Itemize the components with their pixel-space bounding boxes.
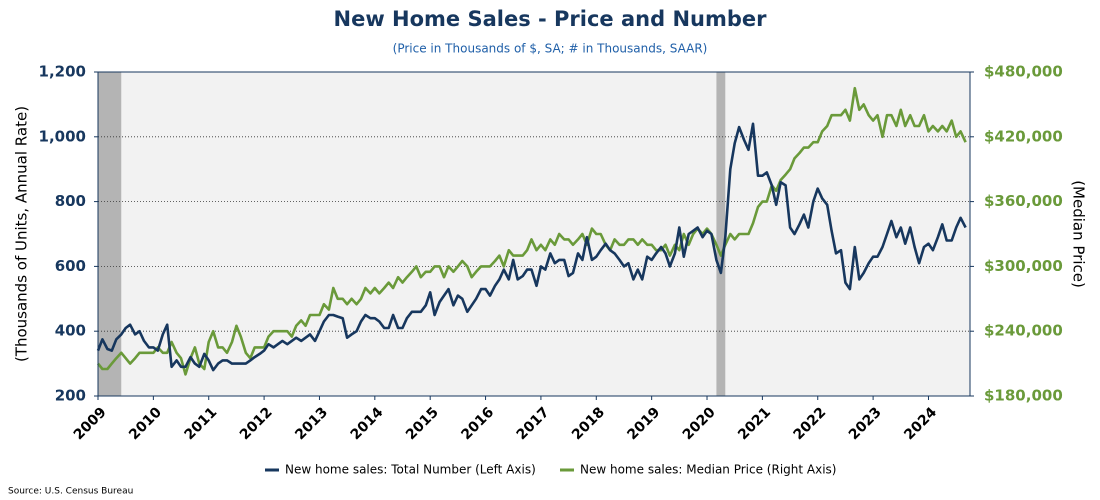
x-tick-label: 2022 — [791, 404, 830, 443]
x-tick-label: 2017 — [514, 404, 553, 443]
y-tick-label: 200 — [55, 387, 86, 405]
source-note: Source: U.S. Census Bureau — [8, 487, 133, 497]
recession-band — [98, 72, 122, 396]
x-tick-label: 2010 — [126, 404, 165, 443]
x-tick-label: 2023 — [846, 404, 885, 443]
y-tick-label: 1,200 — [39, 63, 86, 81]
y2-tick-label: $300,000 — [984, 257, 1063, 275]
y2-tick-label: $480,000 — [984, 63, 1063, 81]
y-tick-label: 800 — [55, 192, 86, 210]
x-tick-label: 2015 — [403, 404, 442, 443]
x-tick-label: 2011 — [182, 404, 221, 443]
x-tick-label: 2016 — [458, 404, 497, 443]
x-tick-label: 2009 — [71, 404, 110, 443]
y-tick-label: 600 — [55, 257, 86, 275]
legend-label: New home sales: Median Price (Right Axis… — [580, 463, 836, 477]
x-tick-label: 2019 — [624, 404, 663, 443]
x-tick-label: 2021 — [735, 404, 774, 443]
y2-tick-label: $420,000 — [984, 127, 1063, 145]
y-tick-label: 400 — [55, 322, 86, 340]
y2-tick-label: $180,000 — [984, 387, 1063, 405]
legend-label: New home sales: Total Number (Left Axis) — [285, 463, 536, 477]
x-tick-label: 2018 — [569, 404, 608, 443]
x-tick-label: 2013 — [292, 404, 331, 443]
y2-axis-label: (Median Price) — [1070, 180, 1088, 288]
chart-title: New Home Sales - Price and Number — [334, 7, 768, 31]
chart-subtitle: (Price in Thousands of $, SA; # in Thous… — [393, 42, 708, 56]
x-tick-label: 2014 — [348, 404, 387, 443]
y-tick-label: 1,000 — [39, 127, 86, 145]
series-line — [96, 122, 967, 372]
recession-band — [716, 72, 726, 396]
plot-frame — [97, 71, 971, 397]
y2-tick-label: $360,000 — [984, 192, 1063, 210]
y2-tick-label: $240,000 — [984, 322, 1063, 340]
x-tick-label: 2024 — [901, 404, 940, 443]
y-axis-label: (Thousands of Units, Annual Rate) — [13, 106, 31, 362]
series-line — [96, 86, 967, 376]
x-tick-label: 2020 — [680, 404, 719, 443]
x-tick-label: 2012 — [237, 404, 276, 443]
